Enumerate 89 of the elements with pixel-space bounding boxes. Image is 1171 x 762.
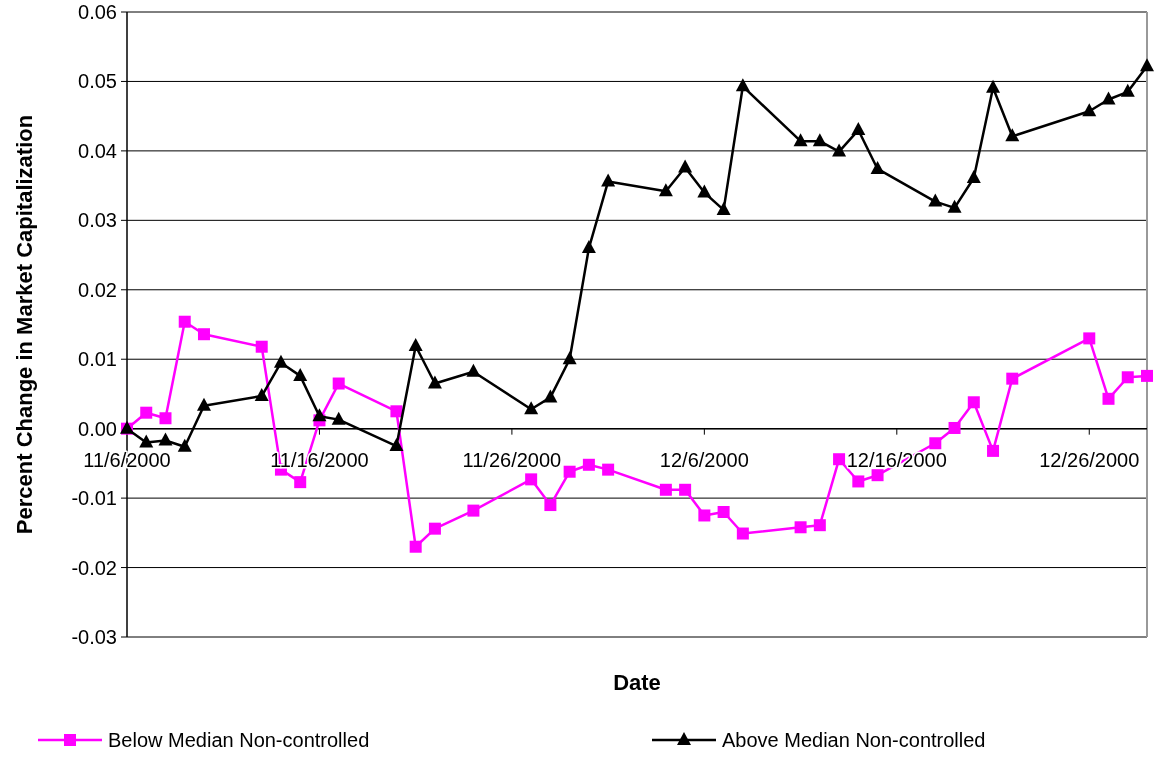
point xyxy=(428,522,441,535)
point xyxy=(678,159,693,173)
x-tick-label: 12/26/2000 xyxy=(1039,448,1140,471)
point xyxy=(928,193,943,207)
point xyxy=(312,408,327,422)
point xyxy=(601,173,616,187)
point xyxy=(159,412,172,425)
legend-label: Above Median Non-controlled xyxy=(722,729,986,751)
point xyxy=(1005,128,1020,142)
point xyxy=(332,377,345,390)
y-tick-label: -0.02 xyxy=(71,556,117,579)
point xyxy=(602,463,615,476)
point xyxy=(140,406,153,419)
point xyxy=(543,389,558,403)
point xyxy=(178,315,191,328)
point xyxy=(562,351,577,365)
point xyxy=(717,506,730,518)
point xyxy=(735,78,750,92)
point xyxy=(524,401,539,415)
point xyxy=(467,504,480,517)
y-tick-label: -0.01 xyxy=(71,487,117,510)
point xyxy=(871,469,884,482)
point xyxy=(294,476,307,489)
point xyxy=(870,160,885,174)
point xyxy=(1083,332,1096,345)
point xyxy=(679,483,692,496)
point xyxy=(331,411,346,425)
point xyxy=(813,519,826,532)
point xyxy=(408,338,423,352)
point xyxy=(794,521,807,534)
point xyxy=(658,183,673,197)
point xyxy=(832,143,847,157)
point xyxy=(659,483,672,496)
x-axis-title: Date xyxy=(613,670,661,695)
point xyxy=(1140,58,1154,72)
y-tick-label: 0.05 xyxy=(78,70,117,93)
point xyxy=(390,405,403,418)
point xyxy=(948,421,961,434)
point xyxy=(158,432,173,446)
point xyxy=(947,199,962,213)
point xyxy=(525,473,538,486)
y-tick-label: 0.02 xyxy=(78,278,117,301)
point xyxy=(966,169,981,183)
point xyxy=(563,465,576,478)
point xyxy=(139,434,154,448)
y-axis-title: Percent Change in Market Capitalization xyxy=(12,114,37,535)
point xyxy=(196,397,211,411)
legend-label: Below Median Non-controlled xyxy=(108,729,370,751)
point xyxy=(1121,371,1134,384)
y-tick-label: 0.06 xyxy=(78,1,117,23)
point xyxy=(409,540,422,553)
point xyxy=(716,201,731,215)
point xyxy=(812,133,827,147)
point xyxy=(736,527,749,540)
point xyxy=(1120,83,1135,97)
y-tick-label: 0.04 xyxy=(78,139,117,162)
point xyxy=(793,133,808,147)
point xyxy=(851,122,866,136)
point xyxy=(293,367,308,381)
point xyxy=(967,396,980,409)
point xyxy=(833,453,846,466)
point xyxy=(1141,369,1153,382)
point xyxy=(582,458,595,471)
point xyxy=(697,184,712,198)
y-tick-label: 0.01 xyxy=(78,348,117,371)
y-tick-label: 0.03 xyxy=(78,209,117,232)
x-tick-label: 12/6/2000 xyxy=(659,448,749,471)
point xyxy=(273,354,288,368)
point xyxy=(544,499,557,512)
x-tick-label: 11/26/2000 xyxy=(462,448,562,471)
point xyxy=(1101,91,1116,105)
point xyxy=(1006,372,1019,385)
point xyxy=(1082,103,1097,117)
y-tick-label: -0.03 xyxy=(71,626,117,648)
point xyxy=(254,388,269,402)
point xyxy=(197,328,210,341)
point xyxy=(986,79,1001,93)
point xyxy=(698,509,711,522)
point xyxy=(466,363,481,377)
point xyxy=(389,438,404,452)
point xyxy=(177,438,192,452)
point xyxy=(255,340,268,353)
point xyxy=(581,240,596,254)
point xyxy=(1102,392,1115,405)
point xyxy=(987,444,1000,457)
point xyxy=(427,375,442,389)
y-tick-label: 0.00 xyxy=(78,417,117,440)
point xyxy=(929,437,942,450)
point xyxy=(852,475,865,488)
